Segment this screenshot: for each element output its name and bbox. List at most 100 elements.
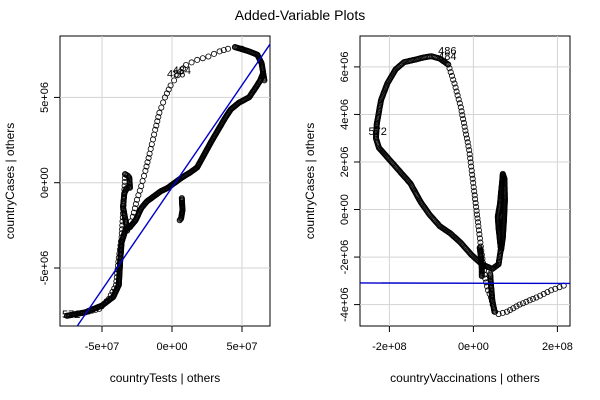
- data-point: [149, 136, 156, 143]
- data-point: [478, 273, 485, 280]
- data-point: [523, 298, 530, 305]
- data-point: [473, 203, 480, 210]
- data-point: [188, 59, 195, 66]
- y-tick-label: 0e+00: [39, 167, 51, 198]
- data-point: [216, 48, 223, 55]
- data-point: [460, 116, 467, 123]
- data-point: [537, 292, 544, 299]
- data-point: [113, 274, 120, 281]
- data-point: [516, 301, 523, 308]
- data-point: [142, 167, 149, 174]
- data-point: [469, 175, 476, 182]
- point-label: 486: [167, 69, 185, 81]
- data-point: [78, 309, 85, 316]
- point-label: 572: [368, 126, 386, 138]
- data-point: [451, 80, 458, 87]
- data-point: [462, 127, 469, 134]
- data-point: [140, 172, 147, 179]
- y-axis-label: countryCases | others: [3, 123, 17, 240]
- data-point: [470, 179, 477, 186]
- data-point: [448, 72, 455, 79]
- data-point: [160, 99, 167, 106]
- data-point: [114, 270, 121, 277]
- data-point: [471, 188, 478, 195]
- data-point: [220, 47, 227, 54]
- data-point: [445, 61, 452, 68]
- data-point: [498, 246, 505, 253]
- data-point: [472, 196, 479, 203]
- data-point: [474, 219, 481, 226]
- data-point: [178, 215, 185, 222]
- x-tick-label: -2e+08: [372, 341, 407, 353]
- x-ticks: -2e+08 0e+00 2e+08: [372, 326, 573, 353]
- data-point: [503, 308, 510, 315]
- data-points: [64, 44, 268, 319]
- data-points: [372, 53, 567, 318]
- data-point: [144, 159, 151, 166]
- data-point: [118, 238, 125, 245]
- data-point: [513, 303, 520, 310]
- data-point: [475, 223, 482, 230]
- data-point: [473, 207, 480, 214]
- point-label: 486: [438, 45, 456, 57]
- data-point: [530, 295, 537, 302]
- data-point: [466, 147, 473, 154]
- data-point: [460, 119, 467, 126]
- data-point: [467, 155, 474, 162]
- data-point: [526, 297, 533, 304]
- y-tick-label: 0e+00: [339, 194, 351, 225]
- data-point: [118, 230, 125, 237]
- data-point: [533, 294, 540, 301]
- y-tick-label: 6e+06: [339, 51, 351, 82]
- data-point: [158, 104, 165, 111]
- data-point: [132, 200, 139, 207]
- data-point: [467, 159, 474, 166]
- data-point: [464, 139, 471, 146]
- data-point: [109, 288, 116, 295]
- data-point: [117, 242, 124, 249]
- data-point: [106, 295, 113, 302]
- data-point: [153, 122, 160, 129]
- point-label: 572: [62, 309, 80, 321]
- y-tick-label: 4e+06: [339, 99, 351, 130]
- data-point: [454, 92, 461, 99]
- data-point: [468, 163, 475, 170]
- x-tick-label: 5e+07: [227, 341, 258, 353]
- data-point: [92, 306, 99, 313]
- data-point: [129, 213, 136, 220]
- data-point: [450, 76, 457, 83]
- data-point: [74, 310, 81, 317]
- data-point: [457, 104, 464, 111]
- data-point: [116, 250, 123, 257]
- data-point: [470, 184, 477, 191]
- data-point: [476, 231, 483, 238]
- data-point: [552, 285, 559, 292]
- data-point: [510, 305, 517, 312]
- data-point: [469, 171, 476, 178]
- data-point: [113, 282, 120, 289]
- data-point: [205, 53, 212, 60]
- y-tick-label: -5e+06: [39, 251, 51, 286]
- data-point: [145, 154, 152, 161]
- data-point: [544, 289, 551, 296]
- data-point: [113, 278, 120, 285]
- x-tick-label: 0e+00: [458, 341, 489, 353]
- data-point: [461, 123, 468, 130]
- data-point: [476, 235, 483, 242]
- x-tick-label: 0e+00: [157, 341, 188, 353]
- data-point: [472, 199, 479, 206]
- data-point: [452, 84, 459, 91]
- data-point: [148, 141, 155, 148]
- data-point: [261, 77, 268, 84]
- x-axis-label: countryTests | others: [110, 371, 221, 385]
- data-point: [115, 262, 122, 269]
- data-point: [154, 118, 161, 125]
- point-label: 484: [173, 65, 191, 77]
- data-point: [130, 209, 137, 216]
- data-point: [111, 285, 118, 292]
- data-point: [118, 234, 125, 241]
- data-point: [116, 246, 123, 253]
- x-axis-label: countryVaccinations | others: [390, 371, 540, 385]
